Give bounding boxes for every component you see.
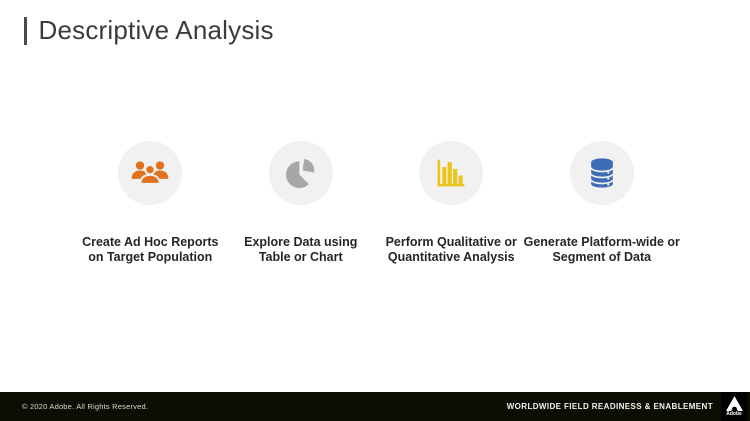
footer-bar: © 2020 Adobe. All Rights Reserved. WORLD…: [0, 392, 750, 421]
card-perform-analysis: Perform Qualitative or Quantitative Anal…: [376, 141, 527, 265]
footer-right: WORLDWIDE FIELD READINESS & ENABLEMENT A…: [507, 392, 750, 421]
copyright-text: © 2020 Adobe. All Rights Reserved.: [22, 402, 149, 411]
card-row: Create Ad Hoc Reports on Target Populati…: [75, 141, 680, 265]
caption-line: Create Ad Hoc Reports: [82, 235, 219, 249]
caption-line: Table or Chart: [258, 249, 343, 264]
adobe-logo-label: Adobe: [726, 411, 742, 417]
caption-line: Perform Qualitative or: [385, 235, 517, 249]
caption-line: Segment of Data: [552, 249, 652, 264]
caption-line: Quantitative Analysis: [387, 249, 515, 264]
card-generate-data: Generate Platform-wide or Segment of Dat…: [524, 141, 680, 265]
people-group-icon: [118, 141, 183, 205]
pie-chart-icon: [268, 141, 333, 205]
database-icon: [569, 141, 634, 205]
department-text: WORLDWIDE FIELD READINESS & ENABLEMENT: [506, 402, 713, 411]
title-accent-bar: [24, 16, 27, 45]
page-title: Descriptive Analysis: [38, 15, 274, 45]
card-caption: Perform Qualitative or Quantitative Anal…: [386, 235, 517, 265]
adobe-logo-icon: Adobe: [721, 392, 747, 421]
bar-chart-icon: [419, 141, 484, 205]
card-caption: Create Ad Hoc Reports on Target Populati…: [82, 235, 218, 265]
card-caption: Generate Platform-wide or Segment of Dat…: [524, 235, 680, 265]
card-ad-hoc-reports: Create Ad Hoc Reports on Target Populati…: [75, 141, 226, 265]
title-row: Descriptive Analysis: [24, 15, 274, 46]
card-caption: Explore Data using Table or Chart: [244, 235, 357, 265]
caption-line: Explore Data using: [244, 235, 358, 249]
caption-line: Generate Platform-wide or: [523, 235, 680, 249]
card-explore-data: Explore Data using Table or Chart: [226, 141, 377, 265]
caption-line: on Target Population: [88, 249, 213, 264]
